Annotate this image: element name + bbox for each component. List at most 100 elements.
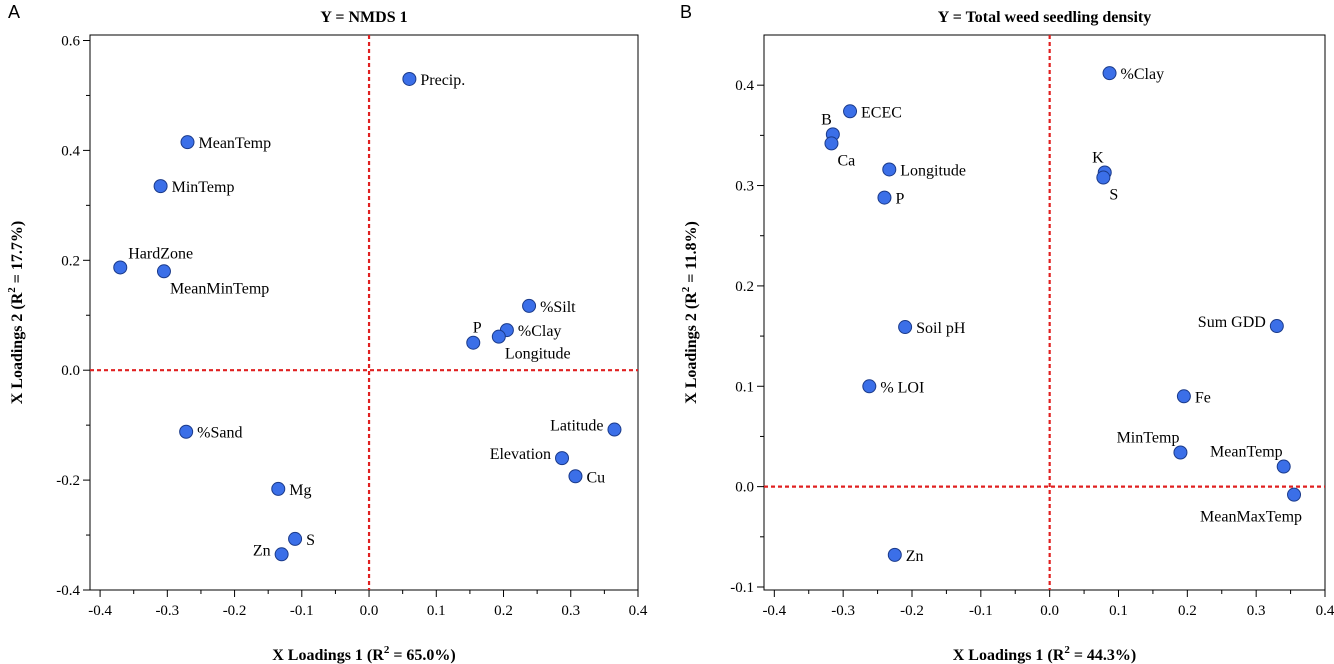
point-label-meantemp: MeanTemp [1210,444,1283,461]
y-tick-label: 0.1 [735,379,754,395]
point-label-zn: Zn [906,548,924,565]
point-mintemp [153,179,168,194]
point-label-mg: Mg [289,482,311,499]
x-axis-label-main: X Loadings 1 (R [272,647,384,664]
y-tick-label: 0.4 [735,78,754,94]
y-axis-label-sup: 2 [6,287,18,293]
y-tick-label: 0.0 [61,363,80,379]
y-tick-label: 0.0 [735,480,754,496]
x-axis-label-main: X Loadings 1 (R [953,647,1065,664]
point-label-precip: Precip. [420,72,465,89]
point-label-zn: Zn [253,542,271,559]
point-label-s: S [1109,187,1118,204]
x-axis-label-tail: = 65.0%) [389,647,455,664]
point-label-ca: Ca [837,152,855,169]
x-axis-label: X Loadings 1 (R2 = 65.0%) [272,644,456,664]
y-tick-label: -0.4 [56,583,80,599]
point-ecec [843,104,858,119]
point-hardzone [113,260,128,275]
x-tick-label: -0.4 [88,603,112,619]
point-meanmaxtemp [1287,487,1302,502]
point-zn [274,547,289,562]
point-cu [568,469,583,484]
point-label-ecec: ECEC [861,104,902,121]
point-label-hardzone: HardZone [128,245,193,262]
y-axis-label: X Loadings 2 (R2 = 17.7%) [6,221,26,405]
chart-b-weed-density: Y = Total weed seedling density -0.4 -0.3 -… [680,9,1334,664]
y-tick-label: 0.3 [735,179,754,195]
x-tick-label: 0.0 [360,603,379,619]
x-tick-label: 0.4 [629,603,648,619]
y-axis-label-main: X Loadings 2 (R [9,292,26,404]
point-clay [1102,66,1117,81]
chart-title: Y = NMDS 1 [320,9,407,26]
x-tick-label: -0.2 [900,603,924,619]
x-tick-label: 0.3 [561,603,580,619]
x-axis-label-tail: = 44.3%) [1070,647,1136,664]
point-longitude [491,329,506,344]
point-longitude [882,162,897,177]
point-loi [862,379,877,394]
point-sum-gdd [1269,319,1284,334]
point-label-meanmintemp: MeanMinTemp [170,280,269,297]
y-axis-label-main: X Loadings 2 (R [683,292,700,404]
point-ca [824,136,839,151]
x-tick-label: -0.3 [831,603,855,619]
x-axis-label-sup: 2 [384,644,390,656]
chart-a-nmds1: Y = NMDS 1 -0.4 -0.3 -0.2 -0.1 0.0 0.1 0.2 0.3 0.… [6,9,648,664]
point-p [877,190,892,205]
x-tick-label: -0.2 [223,603,247,619]
point-label-elevation: Elevation [490,446,551,463]
point-meantemp [180,135,195,150]
point-label-clay: %Clay [518,323,562,340]
point-label-p: P [473,320,482,337]
x-tick-label: 0.2 [494,603,513,619]
y-tick-label: 0.2 [735,279,754,295]
x-tick-label: 0.2 [1178,603,1197,619]
y-tick-label: 0.2 [61,253,80,269]
point-label-silt: %Silt [540,299,576,316]
point-label-meantemp: MeanTemp [198,135,271,152]
point-mg [271,481,286,496]
point-meantemp [1276,459,1291,474]
point-zn [887,547,902,562]
plot-frame [763,34,1326,591]
point-precip [402,71,417,86]
point-elevation [555,451,570,466]
x-tick-label: 0.1 [427,603,446,619]
point-s [1096,170,1111,185]
x-tick-label: 0.4 [1316,603,1334,619]
point-label-sum-gdd: Sum GDD [1198,314,1266,331]
y-tick-label: -0.1 [730,580,754,596]
point-label-mintemp: MinTemp [172,179,235,196]
point-label-b: B [821,111,832,128]
y-axis-label-tail: = 17.7%) [9,221,26,287]
x-axis-label-sup: 2 [1064,644,1070,656]
point-label-sand: %Sand [197,425,242,442]
point-mintemp [1173,445,1188,460]
point-label-latitude: Latitude [550,418,603,435]
x-tick-label: 0.1 [1109,603,1128,619]
point-fe [1176,389,1191,404]
point-s [288,531,303,546]
point-meanmintemp [156,264,171,279]
plot-frame [89,34,639,591]
point-label-s: S [306,532,315,549]
point-label-meanmaxtemp: MeanMaxTemp [1200,509,1302,526]
point-label-clay: %Clay [1121,66,1165,83]
x-axis-label: X Loadings 1 (R2 = 44.3%) [953,644,1137,664]
point-p [466,335,481,350]
point-sand [179,424,194,439]
y-tick-label: -0.2 [56,473,80,489]
x-tick-label: 0.0 [1040,603,1059,619]
x-tick-label: -0.1 [969,603,993,619]
point-label-cu: Cu [586,469,605,486]
panel-label-a: A [8,2,21,22]
point-label-p: P [895,191,904,208]
point-latitude [607,422,622,437]
point-label-longitude: Longitude [900,162,966,179]
x-tick-label: -0.1 [290,603,314,619]
point-label-soil-ph: Soil pH [916,320,966,337]
point-label-k: K [1092,149,1104,166]
y-tick-label: 0.4 [61,143,80,159]
